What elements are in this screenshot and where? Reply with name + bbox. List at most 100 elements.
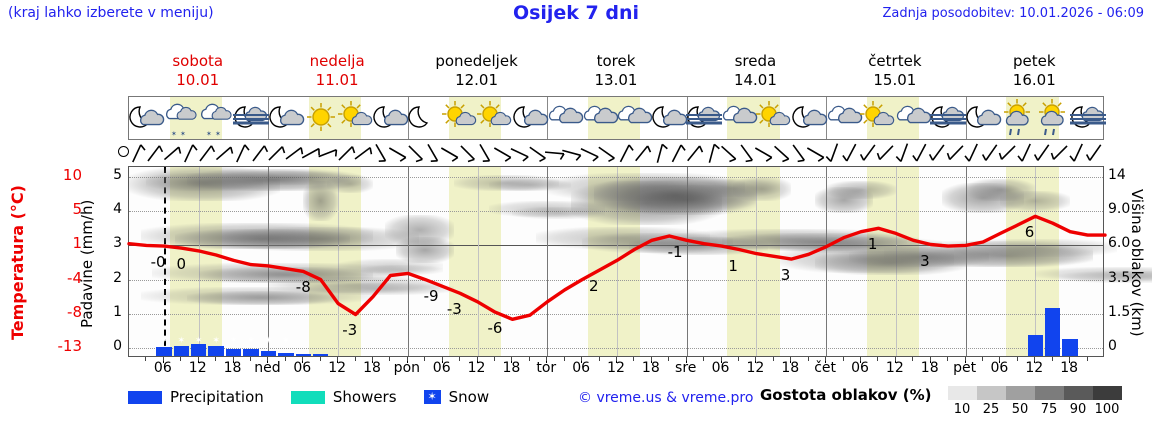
time-tick-label: 12 bbox=[188, 360, 207, 376]
day-header-ponedeljek: ponedeljek 12.01 bbox=[407, 52, 546, 92]
temperature-value-label: 3 bbox=[920, 251, 930, 270]
time-tick-mark-minor bbox=[354, 357, 356, 361]
temperature-tick: 5 bbox=[72, 200, 82, 219]
time-tick-mark-minor bbox=[668, 357, 670, 361]
weather-icon-moon-cloud bbox=[649, 99, 689, 139]
wind-barb bbox=[841, 141, 861, 165]
cloud-density-blob bbox=[849, 247, 989, 267]
time-tick-mark-minor bbox=[755, 357, 757, 361]
precipitation-tick: 4 bbox=[113, 201, 122, 218]
cloud-height-tick: 9.0 bbox=[1108, 201, 1131, 218]
wind-barb bbox=[650, 141, 670, 165]
temperature-value-label: -0 bbox=[150, 253, 166, 272]
page-title: Osijek 7 dni bbox=[512, 2, 640, 24]
forecast-plot[interactable]: ✶ ✶ ✶ ✶ ✶ ✶ ✶ ✶ -0 0 -8 -3 -9 -3 -6 2 -1 1 3 1 3 6 bbox=[127, 166, 1152, 357]
time-tick-mark-minor bbox=[250, 357, 251, 361]
cloud-density-blob bbox=[198, 267, 373, 283]
wind-barb bbox=[353, 141, 373, 165]
temperature-line bbox=[127, 214, 1107, 321]
cloud-height-tick: 3.5 bbox=[1108, 269, 1131, 286]
cloud-density-blob bbox=[489, 179, 571, 191]
snow-marker: ✶ bbox=[247, 336, 255, 346]
precipitation-tick: 2 bbox=[113, 269, 122, 286]
temperature-value-label: 6 bbox=[1024, 223, 1035, 242]
cloud-density-blob bbox=[965, 179, 1036, 201]
wind-barb bbox=[249, 141, 269, 165]
gridline-vertical bbox=[547, 167, 549, 356]
cloud-density-step-label: 25 bbox=[982, 402, 1000, 417]
time-tick-mark-minor bbox=[267, 357, 269, 361]
time-tick-label: 12 bbox=[467, 360, 486, 376]
wind-barb bbox=[1050, 141, 1070, 165]
snow-marker: ✶ bbox=[229, 336, 238, 346]
weather-icon-sun-cloud bbox=[475, 99, 515, 139]
cloud-density-step-label: 100 bbox=[1094, 402, 1120, 417]
copyright-link[interactable]: © vreme.us & vreme.pro bbox=[578, 390, 754, 406]
weather-icon-sun-cloud bbox=[336, 99, 376, 139]
day-name: ponedeljek bbox=[435, 52, 518, 70]
cloud-density-blob bbox=[221, 227, 420, 251]
time-tick-label: 18 bbox=[502, 360, 521, 376]
precipitation-bar bbox=[156, 347, 172, 356]
day-date: 15.01 bbox=[873, 71, 917, 89]
time-tick-mark-minor bbox=[406, 357, 408, 361]
wind-barb bbox=[144, 141, 164, 165]
cloud-height-tick: 6.0 bbox=[1108, 235, 1131, 252]
wind-barb bbox=[562, 141, 582, 165]
time-tick-mark-minor bbox=[284, 357, 286, 361]
time-tick-label: 06 bbox=[153, 360, 172, 376]
weather-icon-strip: ✶ ✶ ✶ ✶ bbox=[128, 96, 1106, 140]
precipitation-swatch bbox=[128, 390, 162, 404]
wind-barb bbox=[301, 141, 321, 165]
time-tick-label: tor bbox=[536, 360, 557, 376]
time-tick-mark-minor bbox=[1069, 357, 1071, 361]
cloud-height-tick: 1.5 bbox=[1108, 303, 1131, 320]
time-tick-mark-minor bbox=[929, 357, 931, 361]
cloud-height-tick: 14 bbox=[1108, 167, 1126, 183]
precipitation-bar bbox=[173, 345, 189, 356]
cloud-density-blob bbox=[768, 237, 943, 253]
svg-text:✶: ✶ bbox=[215, 130, 221, 138]
precipitation-bar bbox=[208, 345, 224, 356]
weather-icon-moon-fog bbox=[231, 99, 271, 139]
time-tick-mark-minor bbox=[982, 357, 983, 361]
wind-barb bbox=[318, 141, 338, 165]
cloud-density-blob bbox=[338, 259, 443, 273]
snow-marker: ✶ bbox=[264, 336, 273, 346]
precipitation-bar bbox=[1062, 338, 1078, 356]
cloud-density-blob bbox=[686, 179, 780, 197]
cloud-density-blob bbox=[1035, 267, 1152, 281]
temperature-tick: -4 bbox=[67, 268, 82, 287]
wind-barb bbox=[475, 141, 495, 165]
time-tick-label: 18 bbox=[223, 360, 242, 376]
wind-barb bbox=[580, 141, 600, 165]
wind-barb bbox=[1016, 141, 1036, 165]
time-tick-label: sre bbox=[675, 360, 697, 376]
cloud-density-blob bbox=[152, 263, 408, 283]
time-tick-mark-minor bbox=[1086, 357, 1088, 361]
day-name: sobota bbox=[172, 52, 224, 70]
wind-barb bbox=[423, 141, 443, 165]
time-tick-mark-minor bbox=[337, 357, 339, 361]
precipitation-tick: 1 bbox=[113, 303, 122, 320]
wind-barb bbox=[684, 141, 704, 165]
day-header-nedelja: nedelja 11.01 bbox=[267, 52, 406, 92]
time-tick-mark-minor bbox=[894, 357, 896, 361]
day-name: nedelja bbox=[309, 52, 365, 70]
wind-barb bbox=[719, 141, 739, 165]
precipitation-tick: 3 bbox=[113, 235, 122, 252]
time-tick-mark-minor bbox=[772, 357, 774, 361]
cloud-density-step bbox=[1035, 386, 1064, 400]
cloud-density-blob bbox=[942, 183, 1024, 213]
cloud-density-step bbox=[948, 386, 977, 400]
weather-icon-cloud-snow: ✶ ✶ bbox=[196, 99, 236, 139]
wind-barb bbox=[458, 141, 478, 165]
wind-barb bbox=[544, 141, 565, 165]
cloud-density-blob bbox=[884, 241, 1094, 267]
time-tick-mark-minor bbox=[389, 357, 391, 361]
time-tick-mark-minor bbox=[738, 357, 739, 361]
wind-barb bbox=[1068, 141, 1088, 165]
wind-barb bbox=[127, 141, 147, 165]
time-tick-mark-minor bbox=[842, 357, 844, 361]
wind-barb bbox=[772, 141, 792, 165]
